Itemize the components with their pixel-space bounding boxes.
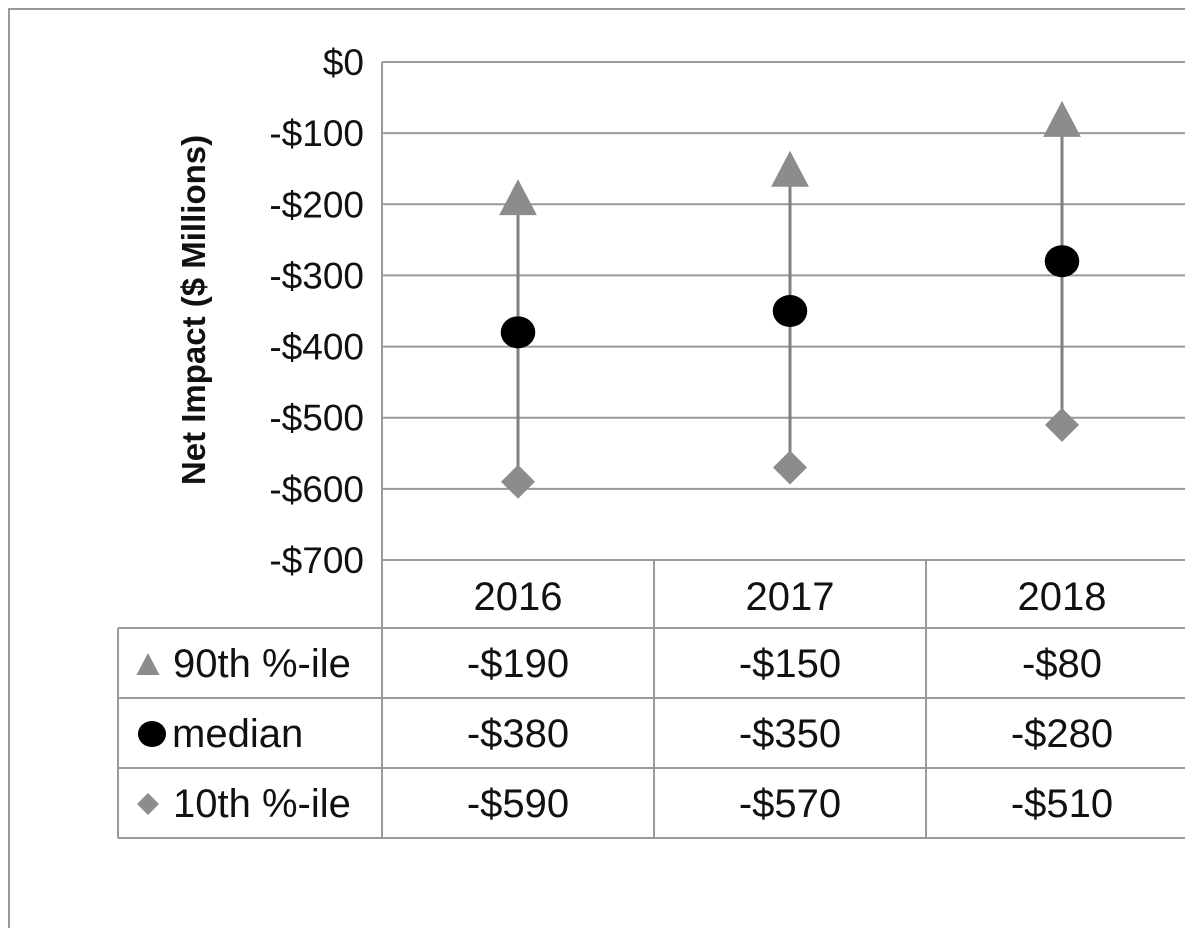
triangle-point <box>499 179 537 216</box>
value-cell: -$280 <box>1011 712 1113 756</box>
y-tick-labels: $0 -$100 -$200 -$300 -$400 -$500 -$600 -$700 <box>269 42 364 581</box>
category-label: 2017 <box>746 575 835 619</box>
chart-frame <box>8 8 1185 928</box>
data-marks <box>136 100 1081 815</box>
triangle-point <box>1043 100 1081 137</box>
y-axis-label: Net Impact ($ Millions) <box>175 135 212 485</box>
diamond-point <box>1045 407 1079 442</box>
y-tick-label: $0 <box>323 42 364 83</box>
value-cell: -$380 <box>467 712 569 756</box>
value-cell: -$590 <box>467 782 569 826</box>
value-cell: -$510 <box>1011 782 1113 826</box>
category-label: 2016 <box>474 575 563 619</box>
value-cell: -$190 <box>467 642 569 686</box>
legend-marker <box>137 793 159 815</box>
y-tick-label: -$500 <box>269 398 364 439</box>
value-cell: -$570 <box>739 782 841 826</box>
legend-marker <box>137 721 167 747</box>
diamond-point <box>501 464 535 499</box>
y-tick-label: -$200 <box>269 184 364 225</box>
y-tick-label: -$100 <box>269 113 364 154</box>
value-cell: -$80 <box>1022 642 1102 686</box>
diamond-point <box>773 450 807 485</box>
y-tick-label: -$700 <box>269 540 364 581</box>
legend-label: median <box>172 712 303 756</box>
data-table: 2016 2017 2018 90th %-ile -$190 -$150 -$80 medi… <box>117 559 1185 839</box>
y-tick-label: -$600 <box>269 469 364 510</box>
value-cell: -$350 <box>739 712 841 756</box>
circle-point <box>772 295 808 327</box>
y-tick-label: -$400 <box>269 327 364 368</box>
triangle-point <box>771 150 809 187</box>
legend-marker <box>136 653 160 675</box>
circle-point <box>1044 245 1080 278</box>
legend-label: 10th %-ile <box>173 782 351 826</box>
value-cell: -$150 <box>739 642 841 686</box>
circle-point <box>500 316 536 349</box>
legend-label: 90th %-ile <box>173 642 351 686</box>
y-tick-label: -$300 <box>269 255 364 296</box>
category-label: 2018 <box>1018 575 1107 619</box>
